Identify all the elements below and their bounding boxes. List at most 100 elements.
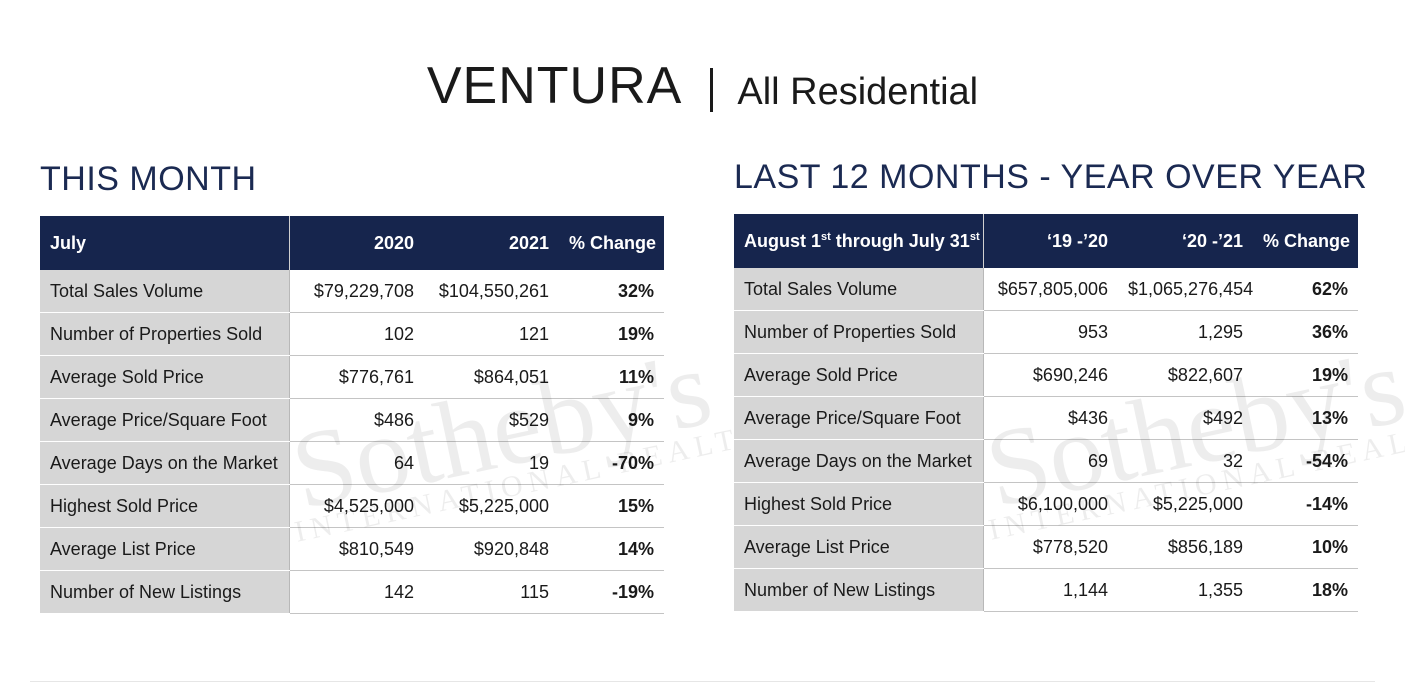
page-title: VENTURA All Residential: [0, 56, 1405, 116]
value-prior: 1,144: [983, 568, 1118, 612]
column-header: 2020: [289, 216, 424, 270]
percent-change: 13%: [1253, 396, 1358, 440]
percent-change: 10%: [1253, 525, 1358, 569]
metric-label: Average List Price: [734, 525, 984, 569]
table-header-row: July 2020 2021 % Change: [40, 216, 664, 270]
metric-label: Total Sales Volume: [40, 270, 290, 313]
table-row: Number of New Listings 142 115 -19%: [40, 570, 664, 614]
metric-label: Highest Sold Price: [734, 482, 984, 526]
column-header: 2021: [424, 216, 559, 270]
table-row: Number of Properties Sold 953 1,295 36%: [734, 310, 1358, 354]
column-header: % Change: [1253, 214, 1358, 268]
value-current: 32: [1118, 439, 1253, 483]
ordinal-suffix: st: [969, 230, 980, 243]
percent-change: -14%: [1253, 482, 1358, 526]
value-prior: $690,246: [983, 353, 1118, 397]
column-header: % Change: [559, 216, 664, 270]
percent-change: 15%: [559, 484, 664, 528]
table-row: Total Sales Volume $657,805,006 $1,065,276…: [734, 268, 1358, 311]
value-prior: 64: [289, 441, 424, 485]
value-prior: 102: [289, 312, 424, 356]
value-prior: $6,100,000: [983, 482, 1118, 526]
table-row: Number of Properties Sold 102 121 19%: [40, 312, 664, 356]
percent-change: 14%: [559, 527, 664, 571]
value-current: $5,225,000: [424, 484, 559, 528]
percent-change: 18%: [1253, 568, 1358, 612]
this-month-table-wrap: Sotheby's INTERNATIONAL REALTY July 2020…: [40, 216, 770, 614]
last-12-table: August 1st through July 31st ‘19 -’20 ‘2…: [734, 214, 1358, 612]
this-month-heading: THIS MONTH: [40, 160, 257, 198]
value-current: $856,189: [1118, 525, 1253, 569]
this-month-panel: THIS MONTH Sotheby's INTERNATIONAL REALT…: [40, 160, 770, 614]
metric-label: Number of New Listings: [40, 570, 290, 614]
metric-label: Average Sold Price: [734, 353, 984, 397]
city-title: VENTURA: [426, 57, 683, 115]
bottom-divider: [30, 681, 1375, 682]
column-header-date-range: August 1st through July 31st: [734, 214, 984, 268]
metric-label: Average Days on the Market: [40, 441, 290, 485]
value-current: $920,848: [424, 527, 559, 571]
percent-change: 62%: [1253, 268, 1358, 311]
value-prior: $4,525,000: [289, 484, 424, 528]
table-row: Average Days on the Market 69 32 -54%: [734, 439, 1358, 483]
value-current: $104,550,261: [424, 270, 559, 313]
date-range-start: August 1: [744, 230, 822, 251]
table-row: Average List Price $810,549 $920,848 14%: [40, 527, 664, 571]
value-prior: 142: [289, 570, 424, 614]
table-row: Average Sold Price $690,246 $822,607 19%: [734, 353, 1358, 397]
table-row: Total Sales Volume $79,229,708 $104,550,26…: [40, 270, 664, 313]
metric-label: Number of Properties Sold: [734, 310, 984, 354]
column-header: July: [40, 216, 290, 270]
metric-label: Highest Sold Price: [40, 484, 290, 528]
metric-label: Average Price/Square Foot: [40, 398, 290, 442]
value-current: $1,065,276,454: [1118, 268, 1253, 311]
percent-change: -54%: [1253, 439, 1358, 483]
category-subtitle: All Residential: [737, 70, 979, 113]
value-current: $492: [1118, 396, 1253, 440]
table-row: Average Price/Square Foot $436 $492 13%: [734, 396, 1358, 440]
value-prior: $79,229,708: [289, 270, 424, 313]
title-divider: [710, 68, 714, 112]
last-12-months-heading: LAST 12 MONTHS - YEAR OVER YEAR: [734, 158, 1368, 196]
value-prior: $778,520: [983, 525, 1118, 569]
table-row: Highest Sold Price $4,525,000 $5,225,000 15…: [40, 484, 664, 528]
metric-label: Average List Price: [40, 527, 290, 571]
table-row: Number of New Listings 1,144 1,355 18%: [734, 568, 1358, 612]
value-prior: $776,761: [289, 355, 424, 399]
value-current: 1,295: [1118, 310, 1253, 354]
table-row: Highest Sold Price $6,100,000 $5,225,000 -1…: [734, 482, 1358, 526]
this-month-table: July 2020 2021 % Change Total Sales Volu…: [40, 216, 664, 614]
metric-label: Average Days on the Market: [734, 439, 984, 483]
value-prior: $810,549: [289, 527, 424, 571]
date-range-end: through July 31: [830, 230, 970, 251]
last-12-months-panel: LAST 12 MONTHS - YEAR OVER YEAR Sotheby'…: [734, 158, 1405, 612]
ordinal-suffix: st: [821, 230, 831, 243]
metric-label: Total Sales Volume: [734, 268, 984, 311]
value-current: $822,607: [1118, 353, 1253, 397]
value-current: 1,355: [1118, 568, 1253, 612]
percent-change: -19%: [559, 570, 664, 614]
value-current: $5,225,000: [1118, 482, 1253, 526]
table-header-row: August 1st through July 31st ‘19 -’20 ‘2…: [734, 214, 1358, 268]
column-header: ‘19 -’20: [983, 214, 1118, 268]
table-row: Average Sold Price $776,761 $864,051 11%: [40, 355, 664, 399]
metric-label: Average Price/Square Foot: [734, 396, 984, 440]
value-prior: $657,805,006: [983, 268, 1118, 311]
percent-change: 19%: [559, 312, 664, 356]
percent-change: 11%: [559, 355, 664, 399]
value-current: 121: [424, 312, 559, 356]
metric-label: Number of Properties Sold: [40, 312, 290, 356]
metric-label: Number of New Listings: [734, 568, 984, 612]
percent-change: 32%: [559, 270, 664, 313]
column-header: ‘20 -’21: [1118, 214, 1253, 268]
value-prior: $436: [983, 396, 1118, 440]
value-prior: $486: [289, 398, 424, 442]
value-current: $864,051: [424, 355, 559, 399]
table-row: Average Price/Square Foot $486 $529 9%: [40, 398, 664, 442]
percent-change: -70%: [559, 441, 664, 485]
value-current: 19: [424, 441, 559, 485]
value-prior: 953: [983, 310, 1118, 354]
value-current: 115: [424, 570, 559, 614]
value-current: $529: [424, 398, 559, 442]
percent-change: 19%: [1253, 353, 1358, 397]
